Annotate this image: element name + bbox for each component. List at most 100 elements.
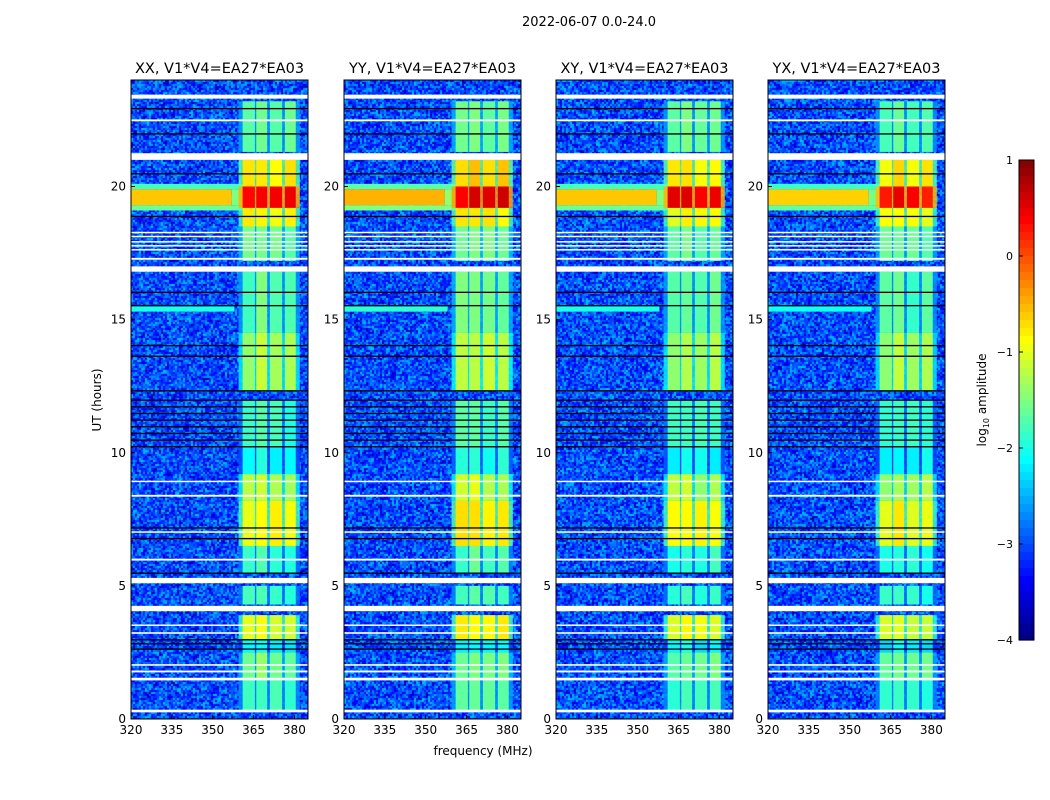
channel-block (667, 615, 680, 640)
colorbar-segment (1019, 288, 1034, 297)
flagged-gap (768, 558, 945, 561)
dropout-line (344, 344, 521, 347)
channel-block (694, 226, 708, 262)
dropout-line (768, 406, 945, 408)
flagged-gap (131, 494, 308, 497)
colorbar-segment (1019, 344, 1034, 353)
channel-block (906, 500, 920, 546)
dropout-line (768, 432, 945, 435)
channel-block (455, 500, 468, 546)
channel-block (893, 447, 905, 475)
channel-block (497, 447, 509, 475)
flagged-gap (556, 632, 733, 634)
x-tick-label: 335 (797, 723, 820, 737)
channel-block (455, 186, 468, 208)
channel-block (921, 585, 933, 605)
flagged-gap (131, 241, 308, 243)
channel-block (256, 101, 268, 152)
channel-block (921, 399, 933, 448)
channel-block (694, 679, 708, 712)
colorbar-segment (1019, 576, 1034, 585)
channel-block (921, 186, 933, 208)
rfi-band (131, 306, 235, 312)
channel-block (667, 639, 680, 653)
channel-block (482, 447, 496, 475)
channel-block (879, 186, 892, 208)
channel-block (242, 679, 255, 712)
colorbar-segment (1019, 608, 1034, 617)
colorbar-segment (1019, 440, 1034, 449)
colorbar-segment (1019, 424, 1034, 433)
flagged-gap (768, 632, 945, 634)
channel-block (497, 679, 509, 712)
channel-block (709, 679, 721, 712)
channel-block (497, 615, 509, 640)
channel-block (256, 679, 268, 712)
y-tick-label: 15 (748, 313, 763, 327)
colorbar-segment (1019, 352, 1034, 361)
x-tick-label: 380 (496, 723, 519, 737)
channel-block (269, 500, 283, 546)
flagged-gap (556, 664, 733, 666)
channel-block (709, 271, 721, 333)
channel-block (879, 679, 892, 712)
dropout-line (131, 412, 308, 415)
dropout-line (768, 439, 945, 441)
dropout-line (131, 439, 308, 441)
dropout-line (556, 426, 733, 428)
colorbar-segment (1019, 376, 1034, 385)
channel-block (455, 615, 468, 640)
channel-block (879, 332, 892, 392)
flagged-gap (768, 153, 945, 160)
flagged-gap (556, 249, 733, 251)
flagged-gap (344, 231, 521, 234)
channel-block (497, 500, 509, 546)
rfi-band (131, 205, 243, 211)
dropout-line (131, 537, 308, 540)
dropout-line (768, 527, 945, 529)
colorbar-frame (1018, 159, 1035, 641)
y-tick-label: 10 (324, 446, 339, 460)
channel-block (469, 615, 481, 640)
flagged-gap (556, 677, 733, 681)
rfi-band (344, 189, 445, 206)
rfi-band (768, 306, 872, 312)
y-tick-label: 20 (536, 180, 551, 194)
channel-block (284, 399, 296, 448)
channel-block (893, 226, 905, 262)
flagged-gap (556, 531, 733, 533)
dropout-line (768, 173, 945, 175)
channel-block (284, 447, 296, 475)
flagged-gap (344, 119, 521, 122)
dropout-line (768, 426, 945, 428)
dropout-line (768, 399, 945, 401)
channel-block (694, 585, 708, 605)
channel-block (497, 474, 509, 501)
flagged-gap (768, 94, 945, 99)
channel-block (906, 101, 920, 152)
channel-block (667, 679, 680, 712)
dropout-line (131, 406, 308, 408)
y-tick-label: 0 (118, 712, 126, 726)
dropout-line (556, 432, 733, 435)
channel-block (879, 101, 892, 152)
colorbar-segment (1019, 560, 1034, 569)
dropout-line (344, 406, 521, 408)
x-tick-label: 380 (920, 723, 943, 737)
channel-block (497, 639, 509, 653)
channel-block (482, 639, 496, 653)
dropout-line (556, 291, 733, 293)
channel-block (469, 226, 481, 262)
channel-block (256, 271, 268, 333)
channel-block (455, 399, 468, 448)
channel-block (879, 399, 892, 448)
y-tick-label: 0 (755, 712, 763, 726)
panel-title: XY, V1*V4=EA27*EA03 (560, 61, 728, 77)
colorbar-segment (1019, 400, 1034, 409)
channel-block (455, 332, 468, 392)
dropout-line (556, 399, 733, 401)
colorbar-segment (1019, 408, 1034, 417)
channel-block (455, 226, 468, 262)
flagged-gap (768, 241, 945, 243)
flagged-gap (131, 153, 308, 160)
